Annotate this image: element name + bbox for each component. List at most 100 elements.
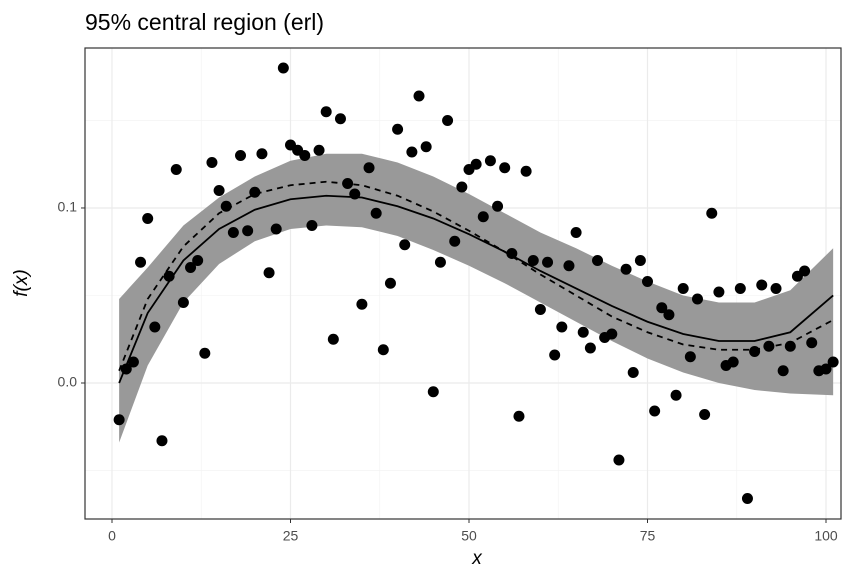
point [806,337,818,349]
point [492,200,504,212]
point [320,106,332,118]
x-axis-label: x [471,548,483,569]
point [734,282,746,294]
point [163,270,175,282]
point [499,162,511,174]
point [777,365,789,377]
confidence-band [119,153,834,443]
point [327,333,339,345]
point [192,254,204,266]
point [470,158,482,170]
point [113,414,125,426]
point [620,263,632,275]
point [156,435,168,447]
point [249,186,261,198]
y-tick-label: 0.1 [58,199,78,215]
point [592,254,604,266]
point [549,349,561,361]
point [377,344,389,356]
point [127,356,139,368]
point [199,347,211,359]
point [713,286,725,298]
point [149,321,161,333]
point [392,123,404,135]
x-tick-label: 25 [283,528,299,544]
point [677,282,689,294]
point [584,342,596,354]
point [484,155,496,167]
x-tick-label: 75 [640,528,656,544]
x-tick-label: 0 [108,528,116,544]
point [799,265,811,277]
point [349,188,361,200]
point [606,328,618,340]
point [749,345,761,357]
point [434,256,446,268]
point [120,363,132,375]
point [656,302,668,314]
point [213,184,225,196]
point [313,144,325,156]
point [513,410,525,422]
point [363,162,375,174]
point [449,235,461,247]
point [413,90,425,102]
point [242,225,254,237]
point [406,146,418,158]
point [649,405,661,417]
x-tick-label: 50 [461,528,477,544]
point [227,226,239,238]
curve-line [118,194,834,384]
point [506,247,518,259]
point [270,223,282,235]
point [527,254,539,266]
point [741,493,753,505]
point [342,177,354,189]
point [399,239,411,251]
point [170,163,182,175]
point [727,356,739,368]
x-tick-label: 100 [814,528,838,544]
point [334,113,346,125]
point [356,298,368,310]
point [684,351,696,363]
chart-title: 95% central region (erl) [85,9,324,35]
point [306,219,318,231]
point [427,386,439,398]
point [142,212,154,224]
point [827,356,839,368]
point [206,156,218,168]
point [220,200,232,212]
point [370,207,382,219]
point [784,340,796,352]
point [670,389,682,401]
point [442,114,454,126]
y-axis-label: f(x) [11,269,32,296]
point [763,340,775,352]
point [627,367,639,379]
point [185,261,197,273]
point [256,148,268,160]
point [699,409,711,421]
point [542,256,554,268]
point [563,260,575,272]
point [263,267,275,279]
point [556,321,568,333]
point [642,275,654,287]
point [235,149,247,161]
panel-border [84,47,842,520]
point [770,282,782,294]
point [663,309,675,321]
point [177,296,189,308]
point [477,211,489,223]
point [634,254,646,266]
point [691,293,703,305]
point [456,181,468,193]
point [570,226,582,238]
point [706,207,718,219]
point [520,165,532,177]
y-tick-label: 0.0 [58,374,78,390]
point [299,149,311,161]
